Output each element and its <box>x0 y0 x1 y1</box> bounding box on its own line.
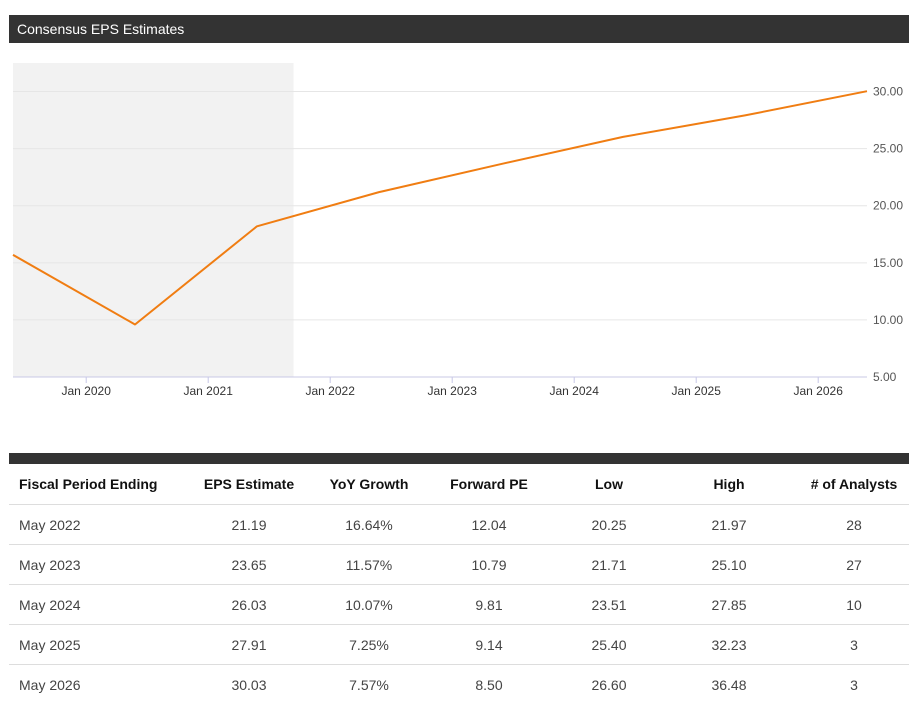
x-tick-label: Jan 2025 <box>672 384 722 398</box>
column-header: # of Analysts <box>799 464 909 505</box>
table-cell: 3 <box>850 676 858 693</box>
column-header: YoY Growth <box>319 464 419 505</box>
y-tick-label: 15.00 <box>873 256 903 270</box>
table-cell: May 2024 <box>9 584 179 625</box>
table-cell: 7.25% <box>319 624 419 665</box>
table-row: May 2023 23.65 11.57% 10.79 21.71 25.10 … <box>9 544 909 585</box>
table-cell: 16.64% <box>319 504 419 545</box>
x-tick-label: Jan 2026 <box>794 384 844 398</box>
y-tick-label: 20.00 <box>873 199 903 213</box>
table-cell: 10.07% <box>319 584 419 625</box>
chart-title: Consensus EPS Estimates <box>17 21 185 37</box>
table-cell: 23.65 <box>179 544 319 585</box>
eps-series-line <box>12 90 868 326</box>
table-cell: 30.03 <box>231 676 267 693</box>
x-tick-label: Jan 2023 <box>428 384 478 398</box>
table-cell: 27 <box>799 544 909 585</box>
column-header: Forward PE <box>419 464 559 505</box>
table-cell: 21.71 <box>559 544 659 585</box>
table-cell: 27.85 <box>659 584 799 625</box>
table-cell: 11.57% <box>319 544 419 585</box>
table-cell: May 2023 <box>9 544 179 585</box>
x-tick-label: Jan 2021 <box>184 384 234 398</box>
table-cell: 10.79 <box>419 544 559 585</box>
table-row: May 2022 21.19 16.64% 12.04 20.25 21.97 … <box>9 504 909 545</box>
table-cell: 26.60 <box>591 676 627 693</box>
table-cell: 25.40 <box>559 624 659 665</box>
table-cell: 7.57% <box>349 676 389 693</box>
table-row: May 2025 27.91 7.25% 9.14 25.40 32.23 3 <box>9 624 909 665</box>
chart-panel-header: Consensus EPS Estimates <box>9 15 909 43</box>
y-tick-label: 5.00 <box>873 370 897 384</box>
column-header: Fiscal Period Ending <box>9 464 179 505</box>
table-cell: 27.91 <box>179 624 319 665</box>
x-tick-label: Jan 2024 <box>550 384 600 398</box>
table-cell: 23.51 <box>559 584 659 625</box>
table-cell: 36.48 <box>711 676 747 693</box>
table-cell: 8.50 <box>475 676 503 693</box>
table-cell: 12.04 <box>419 504 559 545</box>
table-row: May 2024 26.03 10.07% 9.81 23.51 27.85 1… <box>9 584 909 625</box>
table-header-row: Fiscal Period Ending EPS Estimate YoY Gr… <box>9 464 909 505</box>
table-cell: 20.25 <box>559 504 659 545</box>
column-header: Low <box>559 464 659 505</box>
table-cell: May 2022 <box>9 504 179 545</box>
table-cell: 21.97 <box>659 504 799 545</box>
historical-shaded-region <box>13 63 294 377</box>
eps-estimates-table: Fiscal Period Ending EPS Estimate YoY Gr… <box>9 464 909 704</box>
table-cell: 25.10 <box>659 544 799 585</box>
x-tick-label: Jan 2022 <box>306 384 356 398</box>
table-cell: 28 <box>799 504 909 545</box>
column-header: EPS Estimate <box>179 464 319 505</box>
eps-line-chart: 5.00 10.00 15.00 20.00 25.00 30.00 Jan 2020 Jan… <box>12 63 903 398</box>
table-cell: 9.14 <box>419 624 559 665</box>
y-tick-label: 30.00 <box>873 85 903 99</box>
table-cell: 32.23 <box>659 624 799 665</box>
y-tick-label: 25.00 <box>873 142 903 156</box>
table-cell: 21.19 <box>179 504 319 545</box>
table-cell: May 2025 <box>9 624 179 665</box>
table-row: May 2026 30.03 7.57% 8.50 26.60 36.48 3 <box>9 665 909 705</box>
table-cell: 9.81 <box>419 584 559 625</box>
table-cell: May 2026 <box>19 676 81 693</box>
table-cell: 3 <box>799 624 909 665</box>
table-cell: 10 <box>799 584 909 625</box>
table-cell: 26.03 <box>179 584 319 625</box>
table-header-bar <box>9 453 909 464</box>
y-tick-label: 10.00 <box>873 313 903 327</box>
x-tick-label: Jan 2020 <box>62 384 112 398</box>
column-header: High <box>659 464 799 505</box>
